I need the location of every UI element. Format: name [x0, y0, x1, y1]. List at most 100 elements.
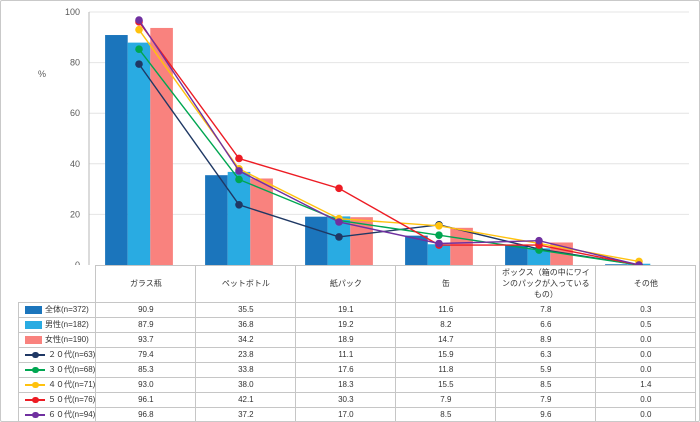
data-point-marker: [235, 167, 243, 175]
data-point-marker: [435, 221, 443, 230]
value-cell: 33.8: [195, 361, 297, 378]
data-point-marker: [335, 233, 343, 241]
table-row: 男性(n=182) 87.9 36.8 19.2 8.2 6.6 0.5: [17, 316, 697, 333]
data-point-marker: [135, 45, 143, 53]
value-cell: 1.4: [595, 376, 697, 393]
y-axis-unit-label: %: [38, 69, 47, 79]
value-cell: 30.3: [295, 391, 397, 408]
value-cell: 23.8: [195, 346, 297, 363]
value-cell: 17.0: [295, 406, 397, 421]
bar: [205, 175, 228, 265]
value-cell: 17.6: [295, 361, 397, 378]
value-cell: 35.5: [195, 301, 297, 318]
value-cell: 8.9: [495, 331, 597, 348]
legend-cell: ３０代(n=68): [17, 361, 97, 378]
data-point-marker: [535, 236, 543, 245]
value-cell: 15.9: [395, 346, 497, 363]
bar: [305, 216, 328, 265]
table-row: ４０代(n=71) 93.0 38.0 18.3 15.5 8.5 1.4: [17, 376, 697, 393]
table-row: ５０代(n=76) 96.1 42.1 30.3 7.9 7.9 0.0: [17, 391, 697, 408]
value-cell: 19.1: [295, 301, 397, 318]
value-cell: 79.4: [95, 346, 197, 363]
data-point-marker: [335, 218, 343, 226]
bar: [105, 35, 128, 265]
table-row: 全体(n=372) 90.9 35.5 19.1 11.6 7.8 0.3: [17, 301, 697, 318]
value-cell: 0.0: [595, 361, 697, 378]
value-cell: 7.9: [495, 391, 597, 408]
table-row: ２０代(n=63) 79.4 23.8 11.1 15.9 6.3 0.0: [17, 346, 697, 363]
y-tick-label: 40: [70, 159, 80, 169]
value-cell: 6.3: [495, 346, 597, 363]
category-header: 缶: [395, 265, 497, 303]
data-point-marker: [235, 154, 243, 163]
value-cell: 96.8: [95, 406, 197, 421]
bar: [450, 227, 473, 265]
value-cell: 90.9: [95, 301, 197, 318]
bar: [427, 244, 451, 265]
value-cell: 0.3: [595, 301, 697, 318]
value-cell: 8.2: [395, 316, 497, 333]
series-label: ２０代(n=63): [48, 350, 96, 360]
legend-cell: ４０代(n=71): [17, 376, 97, 393]
bar-swatch-icon: [25, 335, 42, 344]
bar-swatch-icon: [25, 305, 42, 314]
bar: [605, 264, 628, 265]
value-cell: 34.2: [195, 331, 297, 348]
bar: [405, 235, 428, 265]
value-cell: 6.6: [495, 316, 597, 333]
category-header: 紙パック: [295, 265, 397, 303]
line-series-path: [138, 48, 640, 265]
data-point-marker: [235, 175, 243, 184]
line-swatch-icon: [25, 365, 45, 375]
value-cell: 0.0: [595, 391, 697, 408]
value-cell: 14.7: [395, 331, 497, 348]
category-header: ペットボトル: [195, 265, 297, 303]
value-cell: 18.9: [295, 331, 397, 348]
legend-cell: 女性(n=190): [17, 331, 97, 348]
table-header-row: ガラス瓶 ペットボトル 紙パック缶ボックス（箱の中にワインのパックが入っているもの）…: [19, 265, 697, 303]
value-cell: 96.1: [95, 391, 197, 408]
legend-cell: ６０代(n=94): [17, 406, 97, 421]
table-row: ６０代(n=94) 96.8 37.2 17.0 8.5 9.6 0.0: [17, 406, 697, 421]
bar: [250, 178, 273, 265]
value-cell: 0.0: [595, 406, 697, 421]
value-cell: 0.0: [595, 331, 697, 348]
bar: [505, 245, 528, 265]
legend-cell: 全体(n=372): [17, 301, 97, 318]
data-point-marker: [635, 261, 643, 265]
value-cell: 8.5: [395, 406, 497, 421]
value-cell: 38.0: [195, 376, 297, 393]
y-tick-label: 0: [75, 260, 80, 265]
series-label: ３０代(n=68): [48, 365, 96, 375]
bar: [127, 42, 151, 265]
line-series-path: [138, 63, 640, 265]
value-cell: 37.2: [195, 406, 297, 421]
value-cell: 11.1: [295, 346, 397, 363]
value-cell: 7.9: [395, 391, 497, 408]
line-swatch-icon: [25, 395, 45, 405]
category-header: ガラス瓶: [95, 265, 197, 303]
value-cell: 93.0: [95, 376, 197, 393]
value-cell: 7.8: [495, 301, 597, 318]
table-row: ３０代(n=68) 85.3 33.8 17.6 11.8 5.9 0.0: [17, 361, 697, 378]
value-cell: 18.3: [295, 376, 397, 393]
value-cell: 87.9: [95, 316, 197, 333]
series-label: ６０代(n=94): [48, 410, 96, 420]
value-cell: 0.5: [595, 316, 697, 333]
y-tick-label: 80: [70, 58, 80, 68]
data-point-marker: [235, 200, 243, 209]
y-tick-label: 100: [65, 7, 80, 17]
legend-cell: 男性(n=182): [17, 316, 97, 333]
value-cell: 11.8: [395, 361, 497, 378]
line-swatch-icon: [25, 410, 45, 420]
y-tick-label: 20: [70, 209, 80, 219]
value-cell: 0.0: [595, 346, 697, 363]
data-point-marker: [335, 184, 343, 193]
value-cell: 8.5: [495, 376, 597, 393]
value-cell: 11.6: [395, 301, 497, 318]
value-cell: 15.5: [395, 376, 497, 393]
data-table: ガラス瓶 ペットボトル 紙パック缶ボックス（箱の中にワインのパックが入っているもの）…: [17, 265, 697, 421]
value-cell: 5.9: [495, 361, 597, 378]
combo-chart: 0 20 40 60 80 100: [65, 7, 689, 265]
line-swatch-icon: [25, 350, 45, 360]
